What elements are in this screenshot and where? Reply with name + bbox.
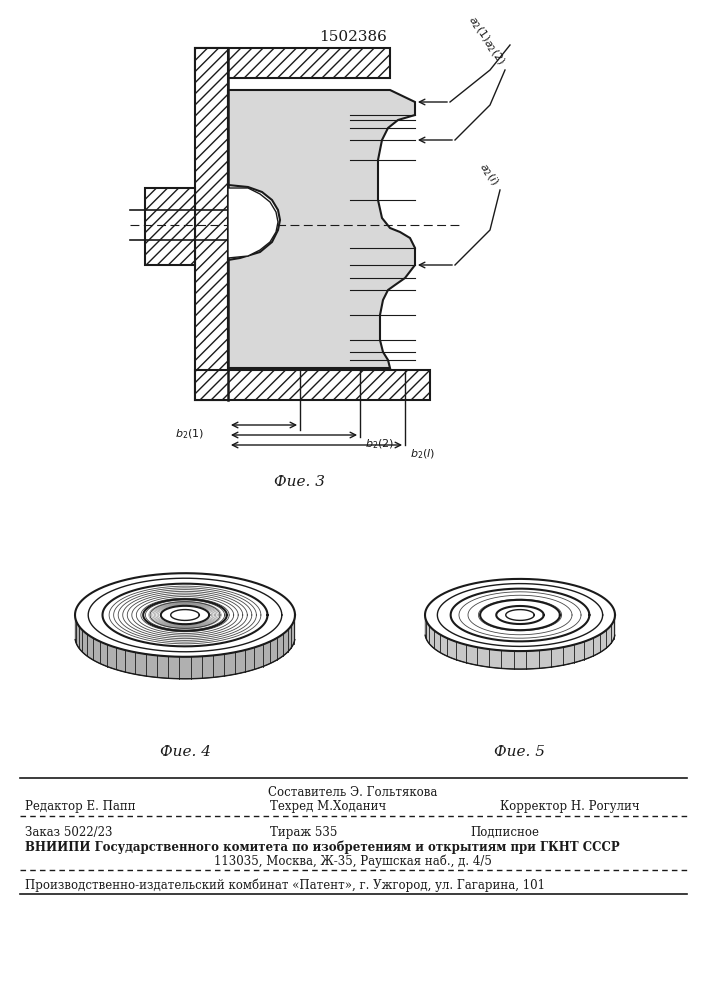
Text: Подписное: Подписное xyxy=(470,826,539,839)
Text: Заказ 5022/23: Заказ 5022/23 xyxy=(25,826,112,839)
Polygon shape xyxy=(195,48,390,78)
Text: $a_2(2)$: $a_2(2)$ xyxy=(480,37,508,68)
Polygon shape xyxy=(195,370,430,400)
Text: 1502386: 1502386 xyxy=(319,30,387,44)
Text: Редактор Е. Папп: Редактор Е. Папп xyxy=(25,800,136,813)
Text: Тираж 535: Тираж 535 xyxy=(270,826,337,839)
Text: Фие. 3: Фие. 3 xyxy=(274,475,325,489)
Polygon shape xyxy=(425,617,615,669)
Text: $b_2(l)$: $b_2(l)$ xyxy=(410,447,436,461)
Text: Фие. 5: Фие. 5 xyxy=(494,745,546,759)
Text: $b_2(2)$: $b_2(2)$ xyxy=(365,437,395,451)
Text: 113035, Москва, Ж-35, Раушская наб., д. 4/5: 113035, Москва, Ж-35, Раушская наб., д. … xyxy=(214,854,492,867)
Polygon shape xyxy=(228,90,415,368)
Text: ВНИИПИ Государственного комитета по изобретениям и открытиям при ГКНТ СССР: ВНИИПИ Государственного комитета по изоб… xyxy=(25,840,619,854)
Text: $a_2(1)$: $a_2(1)$ xyxy=(465,14,493,45)
Polygon shape xyxy=(195,48,228,400)
Text: Техред М.Ходанич: Техред М.Ходанич xyxy=(270,800,386,813)
Polygon shape xyxy=(228,188,278,258)
Text: Производственно-издательский комбинат «Патент», г. Ужгород, ул. Гагарина, 101: Производственно-издательский комбинат «П… xyxy=(25,878,545,892)
Text: Составитель Э. Гольтякова: Составитель Э. Гольтякова xyxy=(269,786,438,799)
Polygon shape xyxy=(75,618,295,679)
Text: $b_2(1)$: $b_2(1)$ xyxy=(175,427,204,441)
Text: Фие. 4: Фие. 4 xyxy=(160,745,211,759)
Text: $a_2(i)$: $a_2(i)$ xyxy=(476,160,501,188)
Polygon shape xyxy=(145,188,195,265)
Text: Корректор Н. Рогулич: Корректор Н. Рогулич xyxy=(500,800,640,813)
